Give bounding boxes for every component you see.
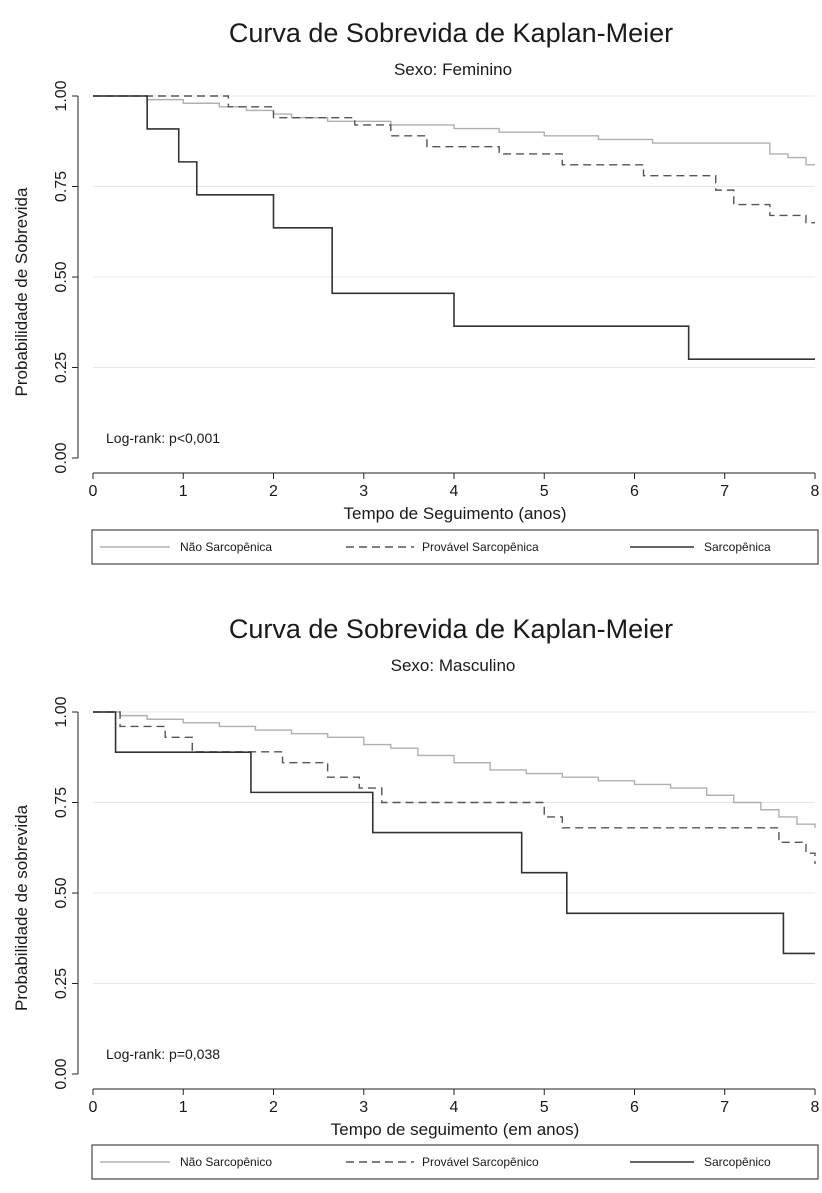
y-tick-label: 0.75 bbox=[53, 171, 70, 202]
chart-panel-1: Curva de Sobrevida de Kaplan-Meier Sexo: … bbox=[12, 18, 820, 565]
legend-label-2: Provável Sarcopênica bbox=[422, 540, 539, 554]
legend-label-2: Provável Sarcopênico bbox=[422, 1155, 539, 1169]
x-axis-label: Tempo de seguimento (em anos) bbox=[331, 1120, 580, 1139]
x-tick-label: 4 bbox=[450, 1099, 459, 1116]
chart-title: Curva de Sobrevida de Kaplan-Meier bbox=[229, 614, 673, 644]
series-line-1 bbox=[93, 95, 815, 166]
x-tick-label: 3 bbox=[359, 1099, 368, 1116]
chart-subtitle: Sexo: Masculino bbox=[391, 656, 516, 675]
y-tick-label: 0.00 bbox=[53, 1058, 70, 1089]
legend-label-1: Não Sarcopênico bbox=[180, 1155, 272, 1169]
y-axis-label: Probabilidade de sobrevida bbox=[12, 804, 31, 1011]
x-tick-label: 1 bbox=[179, 483, 188, 500]
legend-box bbox=[91, 1144, 819, 1180]
series-line-2 bbox=[93, 711, 816, 865]
x-tick-label: 5 bbox=[540, 483, 549, 500]
x-tick-label: 4 bbox=[450, 483, 459, 500]
x-tick-label: 1 bbox=[179, 1099, 188, 1116]
x-tick-label: 2 bbox=[269, 483, 278, 500]
y-tick-label: 1.00 bbox=[53, 80, 70, 111]
legend-label-3: Sarcopênica bbox=[704, 540, 771, 554]
legend-label-3: Sarcopênico bbox=[704, 1155, 771, 1169]
x-tick-label: 5 bbox=[540, 1099, 549, 1116]
x-tick-label: 3 bbox=[359, 483, 368, 500]
x-tick-label: 6 bbox=[630, 483, 639, 500]
x-tick-label: 2 bbox=[269, 1099, 278, 1116]
x-tick-label: 6 bbox=[630, 1099, 639, 1116]
x-tick-label: 7 bbox=[720, 1099, 729, 1116]
chart-subtitle: Sexo: Feminino bbox=[394, 60, 512, 79]
y-tick-label: 0.50 bbox=[53, 261, 70, 292]
legend-label-1: Não Sarcopênica bbox=[180, 540, 272, 554]
x-tick-label: 7 bbox=[720, 483, 729, 500]
x-tick-label: 0 bbox=[89, 1099, 98, 1116]
legend-box bbox=[91, 529, 819, 565]
y-tick-label: 0.25 bbox=[53, 968, 70, 999]
log-rank-annotation: Log-rank: p=0,038 bbox=[106, 1046, 220, 1062]
chart-panel-2: Curva de Sobrevida de Kaplan-Meier Sexo: … bbox=[12, 614, 820, 1180]
y-tick-label: 0.25 bbox=[53, 352, 70, 383]
y-axis-label: Probabilidade de Sobrevida bbox=[12, 187, 31, 396]
series-line-1 bbox=[93, 711, 816, 828]
y-tick-label: 0.50 bbox=[53, 877, 70, 908]
y-tick-label: 0.75 bbox=[53, 787, 70, 818]
x-tick-label: 8 bbox=[811, 1099, 820, 1116]
x-tick-label: 8 bbox=[811, 483, 820, 500]
x-tick-label: 0 bbox=[89, 483, 98, 500]
chart-title: Curva de Sobrevida de Kaplan-Meier bbox=[229, 18, 673, 48]
log-rank-annotation: Log-rank: p<0,001 bbox=[106, 430, 220, 446]
y-tick-label: 1.00 bbox=[53, 696, 70, 727]
series-line-2 bbox=[93, 95, 815, 224]
series-line-3 bbox=[93, 95, 815, 360]
series-line-3 bbox=[93, 711, 815, 955]
x-axis-label: Tempo de Seguimento (anos) bbox=[343, 504, 566, 523]
y-tick-label: 0.00 bbox=[53, 442, 70, 473]
